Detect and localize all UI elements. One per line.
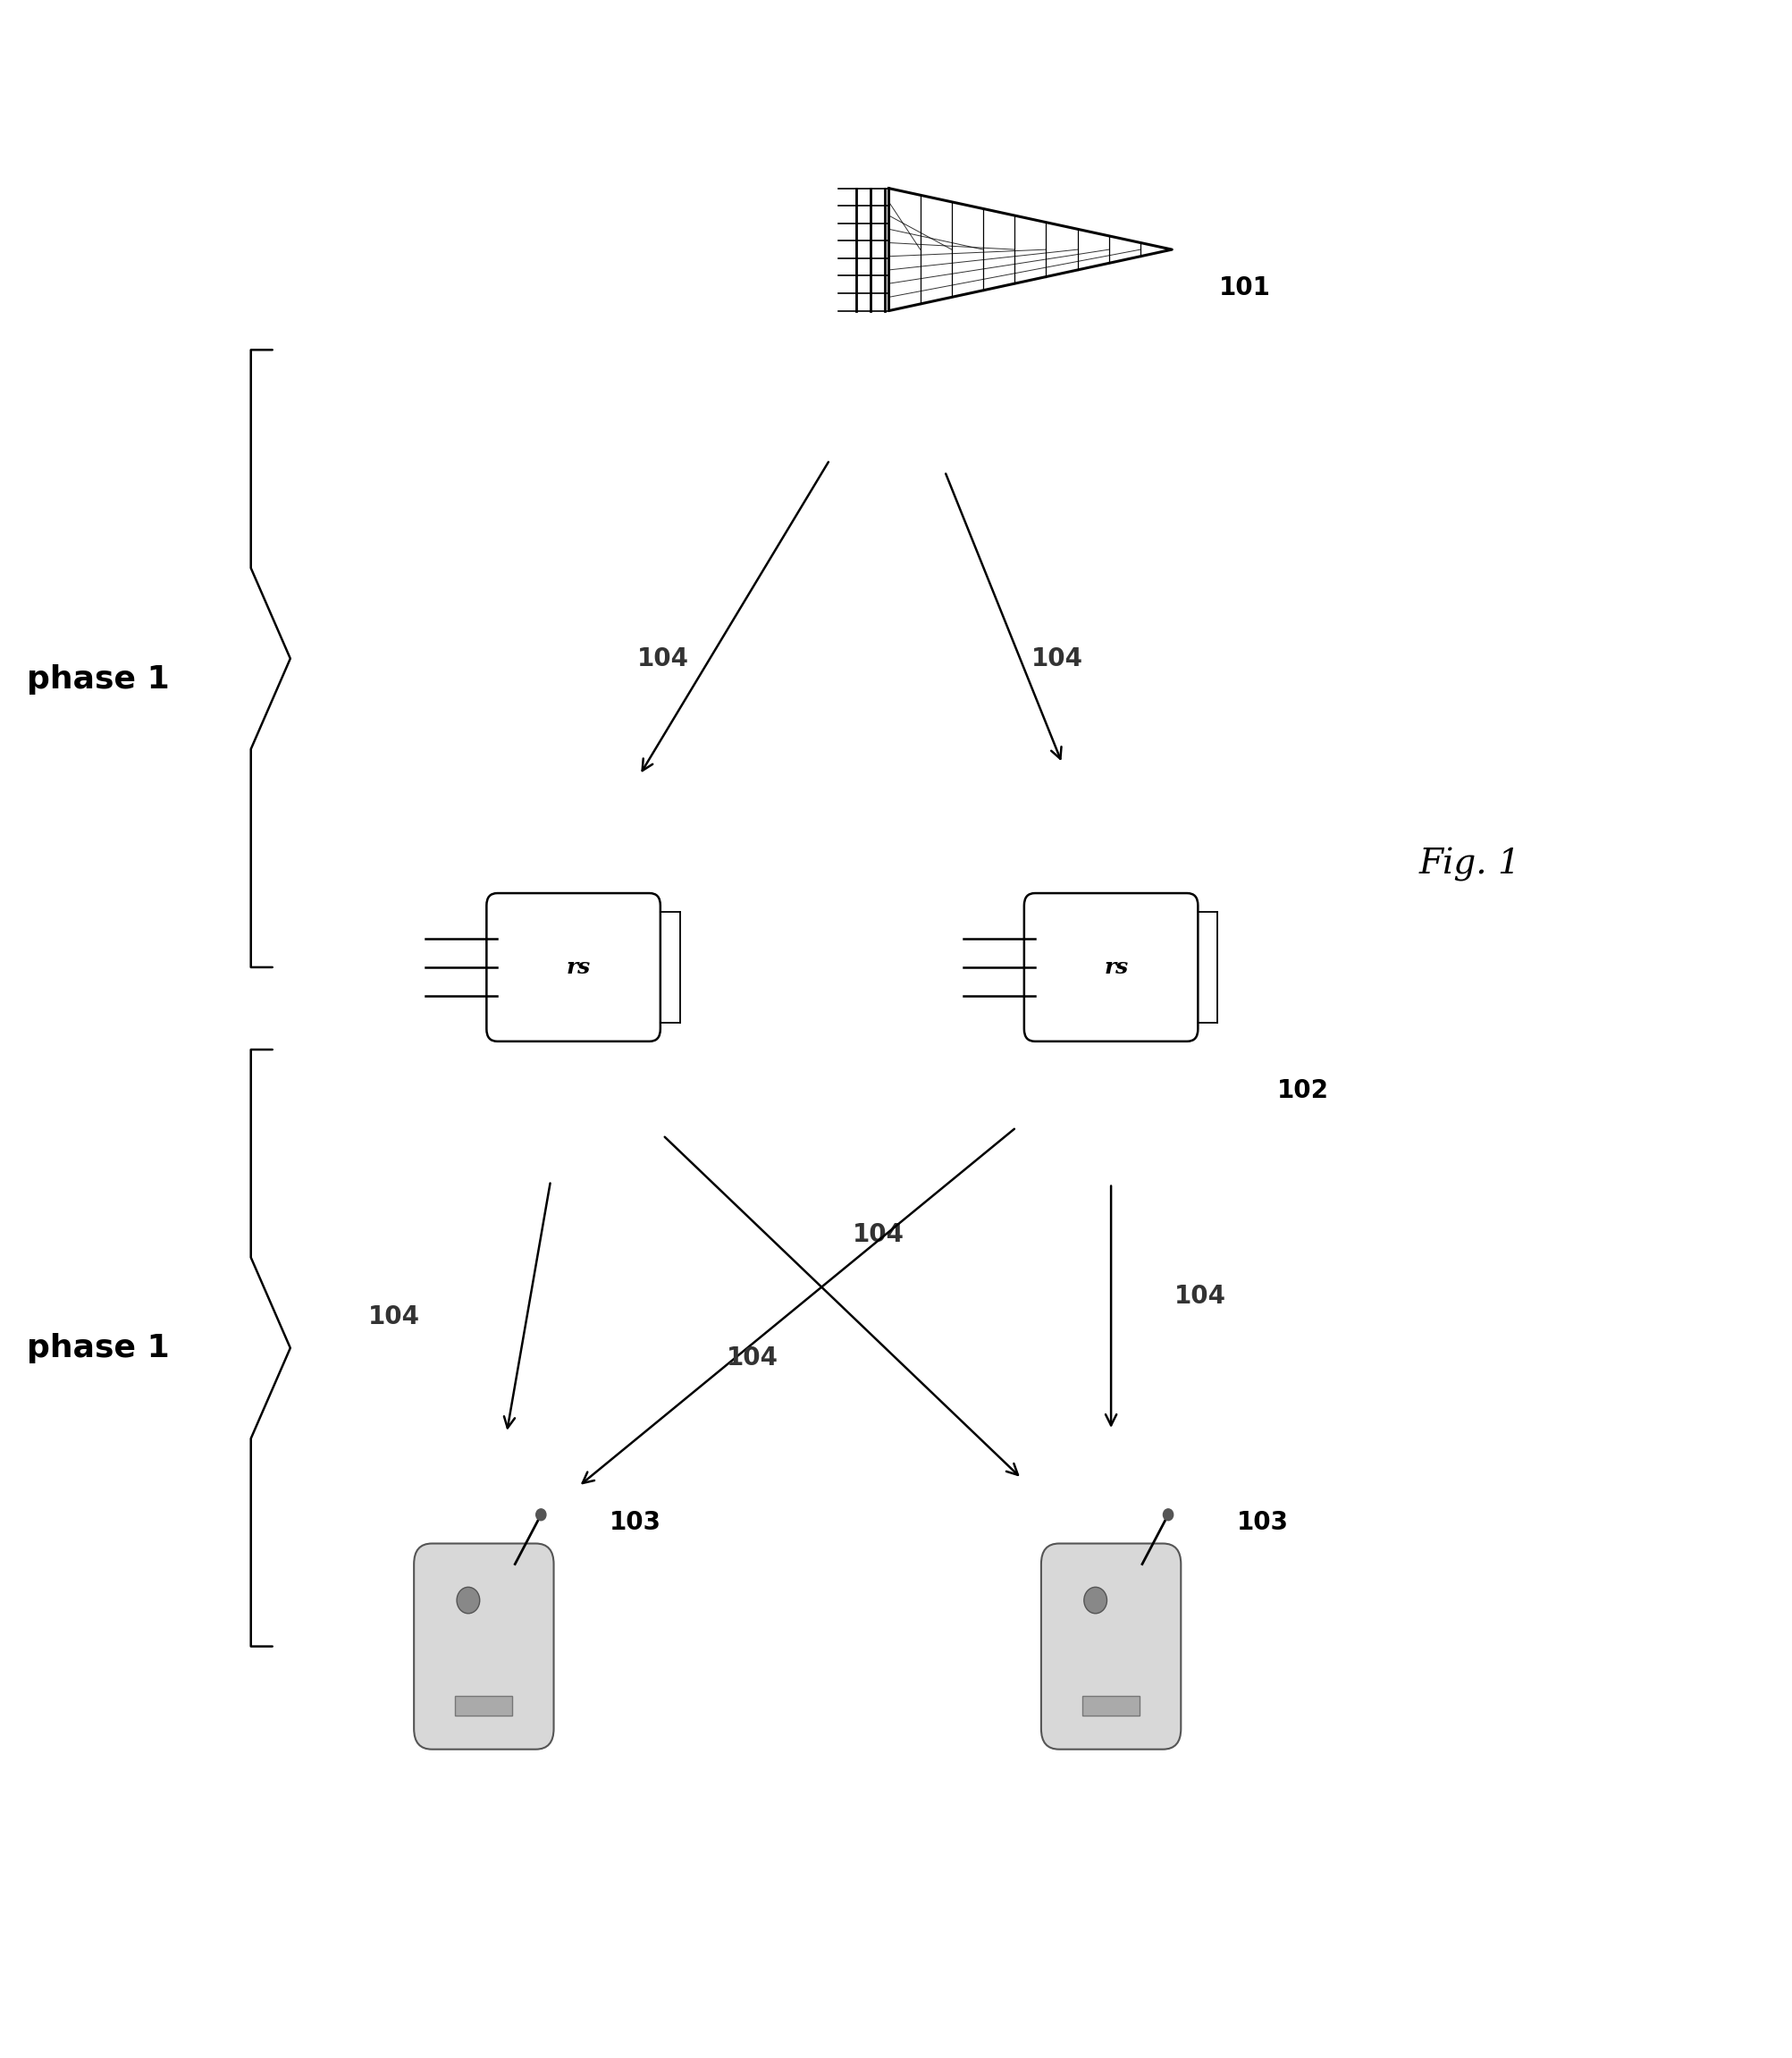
Text: rs: rs bbox=[566, 957, 591, 978]
Text: 104: 104 bbox=[638, 646, 688, 671]
Text: 104: 104 bbox=[853, 1222, 903, 1247]
Circle shape bbox=[536, 1509, 547, 1521]
Bar bbox=[455, 1696, 513, 1716]
Text: 104: 104 bbox=[728, 1346, 778, 1371]
Circle shape bbox=[457, 1587, 480, 1613]
FancyBboxPatch shape bbox=[414, 1544, 554, 1749]
Bar bbox=[1082, 1696, 1140, 1716]
Text: 104: 104 bbox=[369, 1305, 419, 1329]
FancyBboxPatch shape bbox=[1041, 1544, 1181, 1749]
Circle shape bbox=[1084, 1587, 1107, 1613]
Text: 103: 103 bbox=[1236, 1511, 1288, 1535]
Text: phase 1: phase 1 bbox=[27, 665, 170, 694]
Circle shape bbox=[1163, 1509, 1174, 1521]
Text: 104: 104 bbox=[1032, 646, 1082, 671]
Text: 101: 101 bbox=[1219, 276, 1271, 300]
Text: rs: rs bbox=[1104, 957, 1129, 978]
FancyBboxPatch shape bbox=[1025, 893, 1197, 1041]
Text: 103: 103 bbox=[609, 1511, 661, 1535]
Text: 102: 102 bbox=[1276, 1078, 1328, 1103]
Text: Fig. 1: Fig. 1 bbox=[1419, 848, 1520, 881]
Text: phase 1: phase 1 bbox=[27, 1334, 170, 1362]
FancyBboxPatch shape bbox=[487, 893, 659, 1041]
Text: 104: 104 bbox=[1176, 1284, 1226, 1309]
